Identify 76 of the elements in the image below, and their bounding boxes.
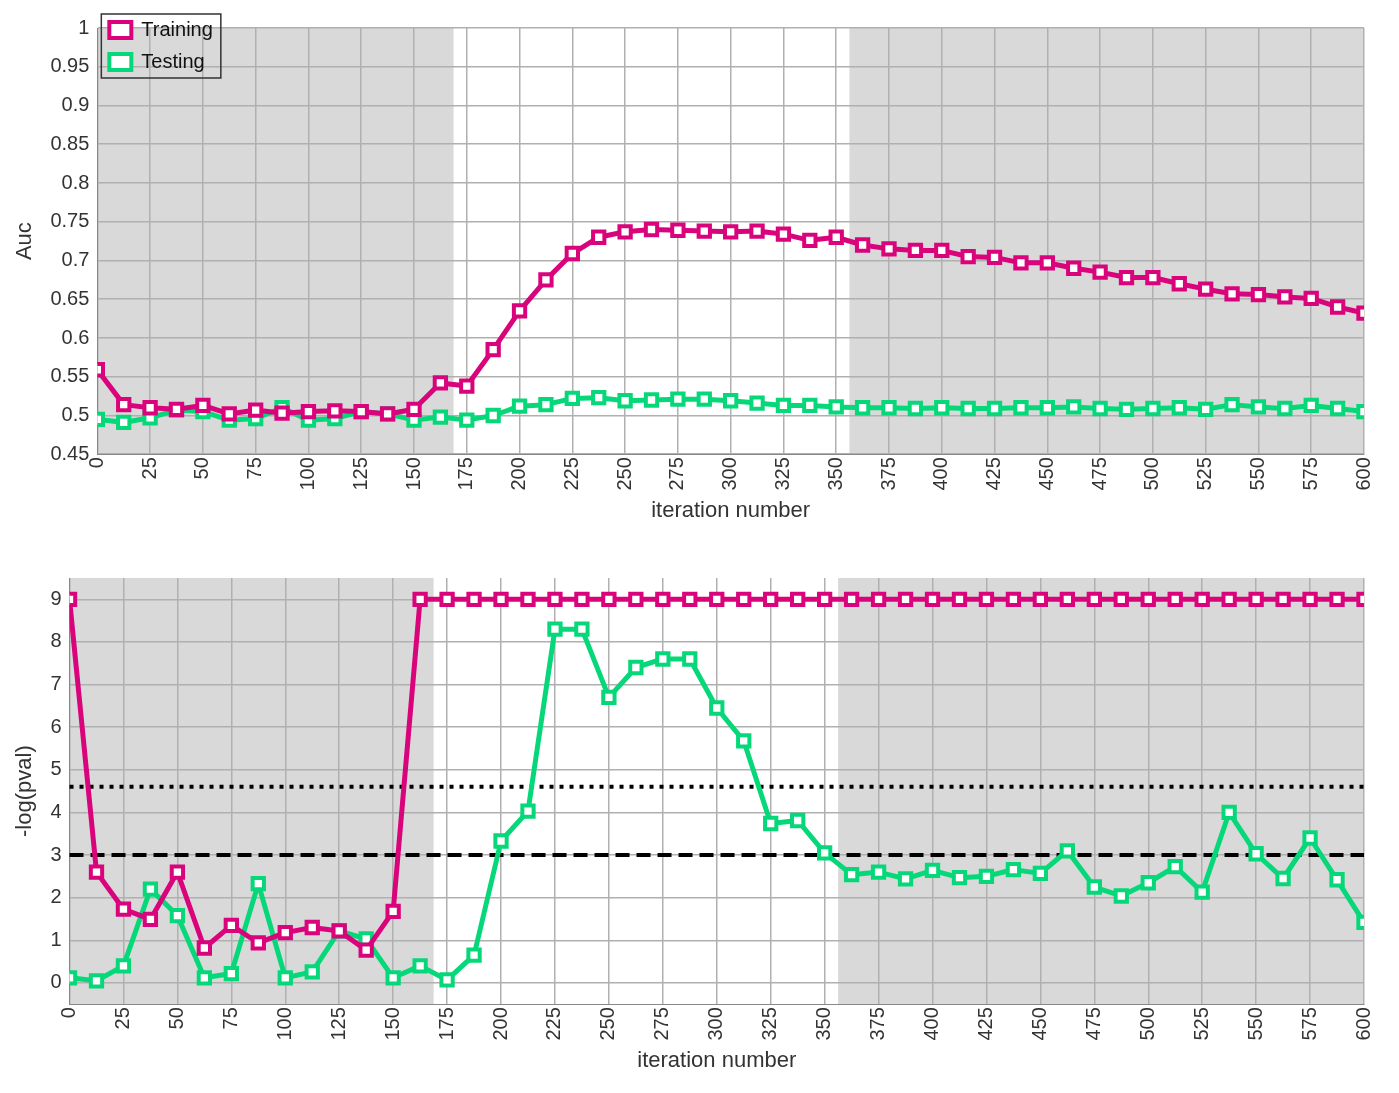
x-tick-label: 300 <box>704 1007 727 1041</box>
y-tick-label: 0.7 <box>61 248 90 271</box>
x-tick-label: 400 <box>920 1007 943 1041</box>
x-tick-label: 575 <box>1297 1007 1320 1041</box>
y-tick-label: 3 <box>50 842 62 865</box>
x-tick-label: 50 <box>190 457 213 480</box>
y-tick-label: 0.9 <box>61 93 90 116</box>
x-tick-label: 100 <box>295 457 318 491</box>
x-tick-label: 200 <box>507 457 530 491</box>
x-tick-label: 25 <box>110 1007 133 1030</box>
x-tick-label: 450 <box>1034 457 1057 491</box>
x-tick-label: 450 <box>1027 1007 1050 1041</box>
x-tick-label: 600 <box>1351 457 1374 491</box>
y-tick-label: 0.95 <box>50 54 90 77</box>
y-tick-label: 7 <box>50 672 62 695</box>
x-tick-label: 550 <box>1245 457 1268 491</box>
x-tick-label: 275 <box>665 457 688 491</box>
y-tick-label: 2 <box>50 885 62 908</box>
x-tick-label: 125 <box>326 1007 349 1041</box>
legend-label: Testing <box>141 49 205 72</box>
y-tick-label: 8 <box>50 629 62 652</box>
y-tick-label: 9 <box>50 586 62 609</box>
y-tick-label: 0.65 <box>50 286 90 309</box>
x-tick-label: 150 <box>380 1007 403 1041</box>
x-tick-label: 250 <box>596 1007 619 1041</box>
x-tick-label: 275 <box>650 1007 673 1041</box>
y-tick-label: 0.8 <box>61 170 90 193</box>
y-tick-label: 1 <box>78 15 90 38</box>
x-tick-label: 600 <box>1351 1007 1374 1041</box>
x-tick-label: 500 <box>1140 457 1163 491</box>
x-tick-label: 525 <box>1189 1007 1212 1041</box>
y-tick-label: 0.45 <box>50 441 90 464</box>
x-tick-label: 200 <box>488 1007 511 1041</box>
x-tick-label: 25 <box>137 457 160 480</box>
y-tick-label: 0.75 <box>50 209 90 232</box>
y-tick-label: 0.55 <box>50 364 90 387</box>
y-tick-label: 0.6 <box>61 325 90 348</box>
x-tick-label: 225 <box>559 457 582 491</box>
x-tick-label: 325 <box>758 1007 781 1041</box>
x-axis-title: iteration number <box>637 1046 797 1072</box>
legend-label: Training <box>141 17 213 40</box>
x-tick-label: 250 <box>612 457 635 491</box>
x-tick-label: 175 <box>434 1007 457 1041</box>
x-tick-label: 75 <box>218 1007 241 1030</box>
x-tick-label: 150 <box>401 457 424 491</box>
x-tick-label: 50 <box>164 1007 187 1030</box>
x-tick-label: 475 <box>1087 457 1110 491</box>
x-tick-label: 325 <box>770 457 793 491</box>
x-tick-label: 475 <box>1081 1007 1104 1041</box>
x-axis-title: iteration number <box>651 496 811 522</box>
x-tick-label: 125 <box>348 457 371 491</box>
y-tick-label: 4 <box>50 799 62 822</box>
y-axis-title: Auc <box>11 222 37 261</box>
y-axis-title: -log(pval) <box>11 745 37 837</box>
y-tick-label: 1 <box>50 927 62 950</box>
x-tick-label: 375 <box>876 457 899 491</box>
y-tick-label: 5 <box>50 757 62 780</box>
x-tick-label: 575 <box>1298 457 1321 491</box>
x-tick-label: 400 <box>929 457 952 491</box>
x-tick-label: 550 <box>1243 1007 1266 1041</box>
x-tick-label: 525 <box>1193 457 1216 491</box>
x-tick-label: 500 <box>1135 1007 1158 1041</box>
x-tick-label: 425 <box>982 457 1005 491</box>
x-tick-label: 350 <box>823 457 846 491</box>
x-tick-label: 100 <box>272 1007 295 1041</box>
y-tick-label: 0 <box>50 970 62 993</box>
x-tick-label: 425 <box>973 1007 996 1041</box>
y-tick-label: 0.5 <box>61 403 90 425</box>
x-tick-label: 350 <box>812 1007 835 1041</box>
x-tick-label: 225 <box>542 1007 565 1041</box>
x-tick-label: 300 <box>718 457 741 491</box>
x-tick-label: 75 <box>243 457 266 480</box>
x-tick-label: 175 <box>454 457 477 491</box>
y-tick-label: 0.85 <box>50 131 90 154</box>
x-tick-label: 375 <box>866 1007 889 1041</box>
y-tick-label: 6 <box>50 714 62 737</box>
